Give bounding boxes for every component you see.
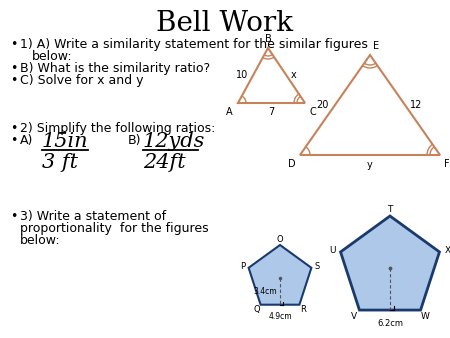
Text: 10: 10 — [236, 71, 248, 80]
Text: 6.2cm: 6.2cm — [377, 319, 403, 328]
Text: x: x — [291, 71, 296, 80]
Text: Bell Work: Bell Work — [157, 10, 293, 37]
Text: A: A — [226, 107, 233, 117]
Text: proportionality  for the figures: proportionality for the figures — [20, 222, 209, 235]
Text: 15in: 15in — [42, 132, 89, 151]
Text: O: O — [277, 235, 284, 243]
Text: 3 ft: 3 ft — [42, 153, 78, 172]
Text: T: T — [387, 204, 393, 214]
Text: 3.4cm: 3.4cm — [253, 287, 277, 296]
Text: Q: Q — [253, 305, 260, 314]
Text: •: • — [10, 38, 18, 51]
Text: y: y — [367, 160, 373, 170]
Text: V: V — [351, 312, 357, 320]
Text: •: • — [10, 62, 18, 75]
Text: B: B — [265, 34, 271, 44]
Text: U: U — [329, 246, 336, 256]
Text: A): A) — [20, 134, 33, 147]
Text: 12: 12 — [410, 100, 423, 110]
Text: B): B) — [128, 134, 141, 147]
Text: R: R — [301, 305, 306, 314]
Text: E: E — [373, 41, 379, 51]
Text: D: D — [288, 159, 296, 169]
Text: F: F — [444, 159, 450, 169]
Text: 3) Write a statement of: 3) Write a statement of — [20, 210, 166, 223]
Text: •: • — [10, 74, 18, 87]
Text: C) Solve for x and y: C) Solve for x and y — [20, 74, 144, 87]
Text: 1) A) Write a similarity statement for the similar figures: 1) A) Write a similarity statement for t… — [20, 38, 368, 51]
Text: below:: below: — [20, 234, 61, 247]
Text: X: X — [445, 246, 450, 256]
Text: 4.9cm: 4.9cm — [268, 312, 292, 321]
Text: P: P — [240, 262, 245, 271]
Text: C: C — [309, 107, 316, 117]
Text: S: S — [315, 262, 320, 271]
Text: 2) Simplify the following ratios:: 2) Simplify the following ratios: — [20, 122, 216, 135]
Text: B) What is the similarity ratio?: B) What is the similarity ratio? — [20, 62, 210, 75]
Text: below:: below: — [32, 50, 72, 63]
Text: 7: 7 — [268, 107, 274, 117]
Polygon shape — [341, 216, 440, 310]
Text: •: • — [10, 122, 18, 135]
Text: W: W — [421, 312, 430, 320]
Polygon shape — [248, 245, 311, 305]
Text: •: • — [10, 134, 18, 147]
Text: 24ft: 24ft — [143, 153, 185, 172]
Text: 20: 20 — [317, 100, 329, 110]
Text: 12yds: 12yds — [143, 132, 205, 151]
Text: •: • — [10, 210, 18, 223]
